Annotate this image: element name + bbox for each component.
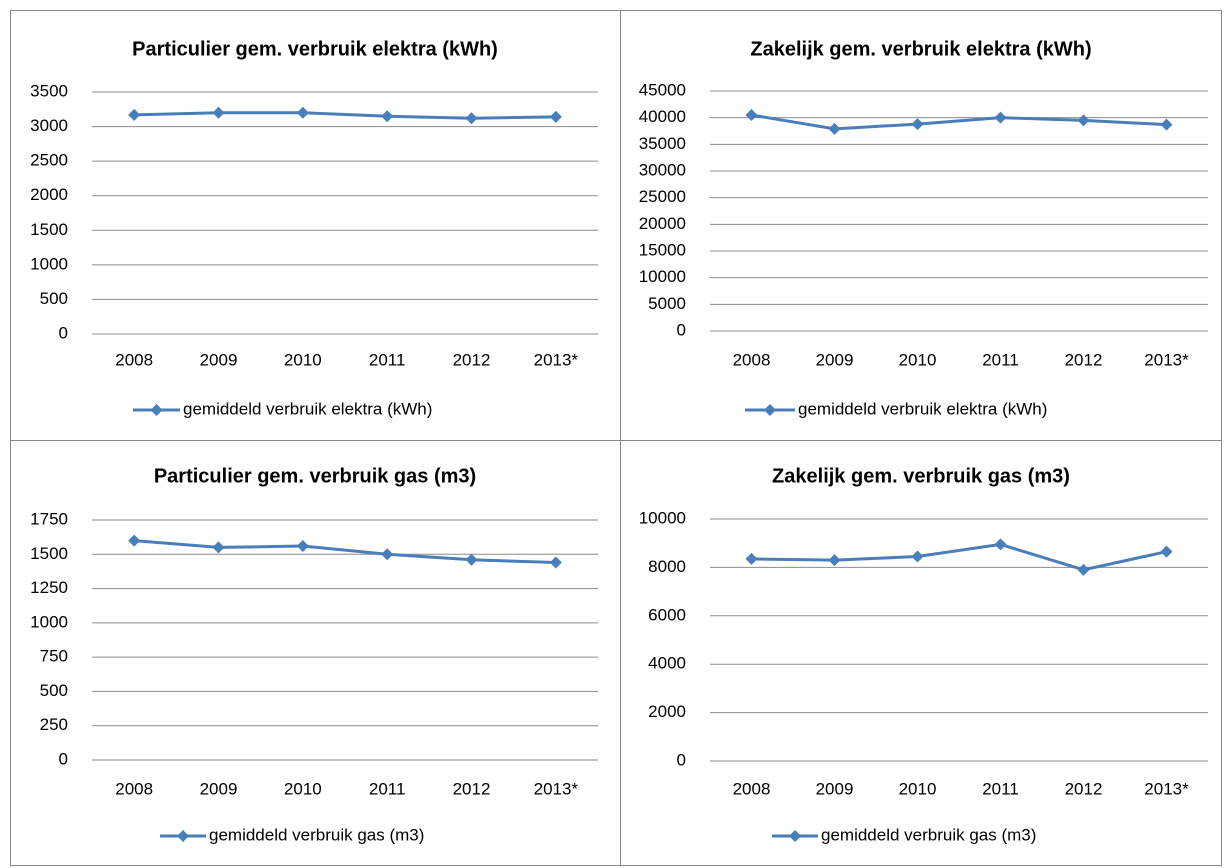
x-tick-label: 2011	[369, 350, 406, 369]
data-point	[994, 111, 1007, 124]
y-tick-label: 20000	[639, 214, 686, 233]
chart-title: Particulier gem. verbruik elektra (kWh)	[132, 38, 498, 60]
x-tick-label: 2011	[982, 350, 1019, 369]
x-tick-label: 2008	[115, 350, 153, 369]
data-point	[212, 106, 225, 119]
y-tick-label: 1750	[30, 509, 68, 528]
y-tick-label: 15000	[639, 240, 686, 259]
y-tick-label: 500	[40, 681, 68, 700]
x-tick-label: 2011	[982, 779, 1019, 798]
y-tick-label: 3000	[30, 116, 68, 135]
legend-label: gemiddeld verbruik gas (m3)	[209, 825, 424, 844]
data-point	[381, 548, 394, 561]
y-tick-label: 8000	[648, 557, 686, 576]
x-tick-label: 2012	[453, 350, 491, 369]
data-point	[828, 554, 841, 567]
legend-marker	[150, 404, 163, 416]
chart-title: Zakelijk gem. verbruik elektra (kWh)	[750, 38, 1091, 60]
data-point	[911, 118, 924, 131]
data-point	[1160, 545, 1173, 558]
y-tick-label: 2000	[648, 702, 686, 721]
legend-marker	[789, 830, 801, 842]
y-tick-label: 3500	[30, 81, 68, 100]
x-tick-label: 2010	[284, 779, 322, 798]
x-tick-label: 2013*	[534, 350, 579, 369]
x-tick-label: 2009	[816, 779, 854, 798]
data-point	[745, 552, 758, 565]
x-tick-label: 2013*	[534, 779, 579, 798]
x-tick-label: 2011	[369, 779, 406, 798]
x-tick-label: 2009	[200, 779, 238, 798]
x-tick-label: 2013*	[1144, 779, 1189, 798]
y-tick-label: 10000	[639, 267, 686, 286]
y-tick-label: 250	[40, 715, 68, 734]
x-tick-label: 2012	[453, 779, 491, 798]
data-point	[1160, 118, 1173, 131]
x-tick-label: 2009	[816, 350, 854, 369]
y-tick-label: 45000	[639, 80, 686, 99]
data-point	[1077, 563, 1090, 576]
data-point	[994, 538, 1007, 551]
data-point	[549, 110, 562, 123]
y-tick-label: 500	[40, 289, 68, 308]
y-tick-label: 25000	[639, 187, 686, 206]
chart-title: Zakelijk gem. verbruik gas (m3)	[772, 465, 1070, 487]
legend-label: gemiddeld verbruik elektra (kWh)	[183, 399, 432, 418]
data-point	[1077, 114, 1090, 127]
legend-marker	[764, 404, 776, 416]
data-point	[828, 122, 841, 135]
x-tick-label: 2008	[733, 350, 771, 369]
x-tick-label: 2013*	[1144, 350, 1189, 369]
y-tick-label: 1500	[30, 220, 68, 239]
series-line	[134, 539, 556, 565]
series-line	[751, 113, 1167, 131]
y-tick-label: 750	[40, 647, 68, 666]
data-point	[549, 556, 562, 569]
legend-label: gemiddeld verbruik elektra (kWh)	[798, 399, 1047, 418]
y-tick-label: 0	[677, 750, 686, 769]
y-tick-label: 1250	[30, 578, 68, 597]
y-tick-label: 0	[59, 323, 68, 342]
data-point	[465, 112, 478, 125]
series-line	[751, 542, 1167, 572]
data-point	[465, 553, 478, 566]
data-point	[745, 109, 758, 121]
y-tick-label: 35000	[639, 134, 686, 153]
y-tick-label: 6000	[648, 605, 686, 624]
data-point	[128, 534, 141, 547]
data-point	[212, 541, 225, 554]
x-tick-label: 2008	[115, 779, 153, 798]
chart-title: Particulier gem. verbruik gas (m3)	[154, 465, 476, 487]
x-tick-label: 2012	[1065, 350, 1103, 369]
y-tick-label: 1000	[30, 612, 68, 631]
legend-marker	[177, 830, 189, 842]
data-point	[911, 550, 924, 563]
x-tick-label: 2012	[1065, 779, 1103, 798]
y-tick-label: 5000	[648, 294, 686, 313]
data-point	[381, 110, 394, 123]
outer-border	[10, 10, 1222, 866]
y-tick-label: 4000	[648, 654, 686, 673]
x-tick-label: 2010	[899, 350, 937, 369]
y-tick-label: 30000	[639, 160, 686, 179]
y-tick-label: 2000	[30, 185, 68, 204]
x-tick-label: 2008	[733, 779, 771, 798]
data-point	[296, 106, 309, 119]
y-tick-label: 40000	[639, 107, 686, 126]
data-point	[128, 108, 141, 121]
data-point	[296, 540, 309, 553]
series-line	[134, 111, 556, 120]
legend-label: gemiddeld verbruik gas (m3)	[821, 825, 1036, 844]
y-tick-label: 1000	[30, 254, 68, 273]
x-tick-label: 2010	[899, 779, 937, 798]
y-tick-label: 2500	[30, 151, 68, 170]
y-tick-label: 1500	[30, 544, 68, 563]
x-tick-label: 2010	[284, 350, 322, 369]
y-tick-label: 10000	[639, 508, 686, 527]
y-tick-label: 0	[677, 320, 686, 339]
y-tick-label: 0	[59, 749, 68, 768]
x-tick-label: 2009	[200, 350, 238, 369]
